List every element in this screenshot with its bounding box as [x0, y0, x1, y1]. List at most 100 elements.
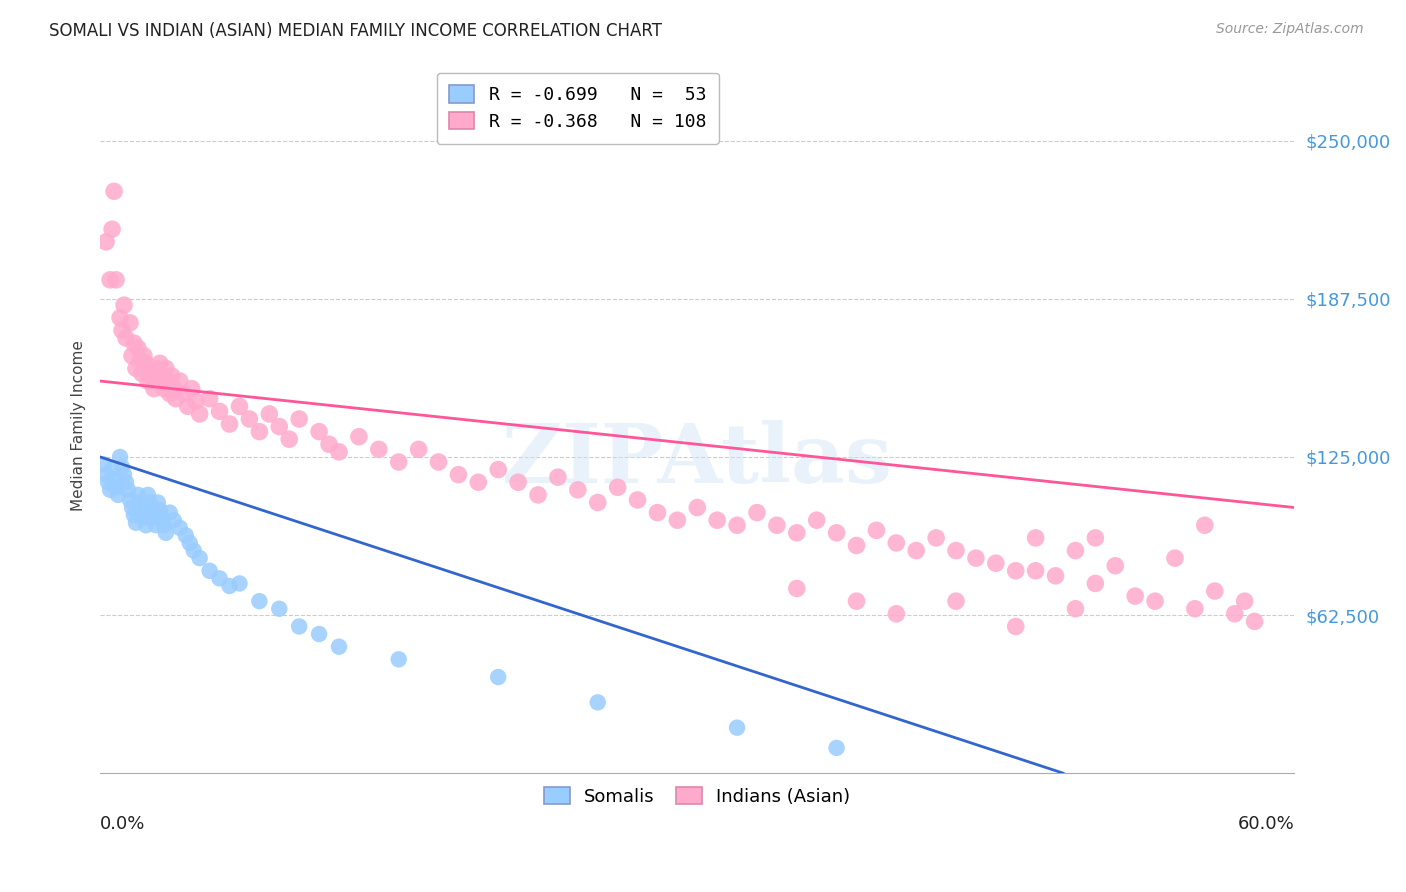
Point	[112, 298, 135, 312]
Point	[103, 473, 125, 487]
Point	[150, 510, 173, 524]
Point	[388, 652, 411, 666]
Point	[105, 480, 128, 494]
Point	[118, 316, 141, 330]
Point	[163, 382, 186, 396]
Point	[527, 488, 550, 502]
Point	[1164, 551, 1187, 566]
Point	[247, 594, 270, 608]
Point	[141, 369, 163, 384]
Point	[107, 488, 129, 502]
Point	[183, 543, 205, 558]
Point	[766, 518, 789, 533]
Point	[228, 576, 250, 591]
Point	[1064, 543, 1087, 558]
Point	[93, 458, 115, 472]
Point	[159, 386, 181, 401]
Point	[98, 273, 121, 287]
Point	[142, 510, 165, 524]
Point	[198, 392, 221, 406]
Point	[408, 442, 430, 457]
Point	[1064, 601, 1087, 615]
Point	[163, 513, 186, 527]
Point	[486, 462, 509, 476]
Point	[112, 467, 135, 482]
Text: SOMALI VS INDIAN (ASIAN) MEDIAN FAMILY INCOME CORRELATION CHART: SOMALI VS INDIAN (ASIAN) MEDIAN FAMILY I…	[49, 22, 662, 40]
Point	[142, 382, 165, 396]
Point	[118, 492, 141, 507]
Point	[97, 475, 120, 490]
Point	[269, 419, 291, 434]
Point	[103, 184, 125, 198]
Point	[108, 310, 131, 325]
Point	[135, 518, 157, 533]
Point	[725, 721, 748, 735]
Point	[188, 407, 211, 421]
Point	[127, 341, 149, 355]
Point	[1233, 594, 1256, 608]
Point	[129, 353, 152, 368]
Point	[1084, 576, 1107, 591]
Point	[745, 506, 768, 520]
Point	[1084, 531, 1107, 545]
Point	[179, 536, 201, 550]
Text: 0.0%: 0.0%	[100, 815, 145, 833]
Point	[288, 619, 311, 633]
Point	[94, 467, 117, 482]
Point	[806, 513, 828, 527]
Point	[101, 462, 124, 476]
Point	[845, 539, 868, 553]
Point	[278, 432, 301, 446]
Point	[925, 531, 948, 545]
Point	[388, 455, 411, 469]
Point	[586, 495, 609, 509]
Point	[1123, 589, 1146, 603]
Point	[1004, 619, 1026, 633]
Point	[188, 551, 211, 566]
Point	[647, 506, 669, 520]
Point	[945, 543, 967, 558]
Point	[606, 480, 628, 494]
Point	[98, 483, 121, 497]
Point	[318, 437, 340, 451]
Point	[228, 400, 250, 414]
Point	[115, 475, 138, 490]
Point	[145, 361, 167, 376]
Point	[155, 361, 177, 376]
Point	[308, 627, 330, 641]
Point	[94, 235, 117, 249]
Point	[328, 640, 350, 654]
Point	[259, 407, 281, 421]
Point	[117, 483, 139, 497]
Point	[725, 518, 748, 533]
Point	[111, 460, 134, 475]
Point	[347, 430, 370, 444]
Point	[1045, 569, 1067, 583]
Point	[1184, 601, 1206, 615]
Point	[169, 374, 191, 388]
Point	[1025, 531, 1047, 545]
Point	[115, 331, 138, 345]
Point	[984, 556, 1007, 570]
Point	[122, 336, 145, 351]
Point	[180, 382, 202, 396]
Point	[174, 528, 197, 542]
Point	[208, 404, 231, 418]
Point	[121, 349, 143, 363]
Point	[132, 510, 155, 524]
Point	[467, 475, 489, 490]
Point	[486, 670, 509, 684]
Text: Source: ZipAtlas.com: Source: ZipAtlas.com	[1216, 22, 1364, 37]
Point	[547, 470, 569, 484]
Point	[208, 571, 231, 585]
Point	[105, 273, 128, 287]
Point	[905, 543, 928, 558]
Point	[145, 518, 167, 533]
Point	[150, 369, 173, 384]
Point	[447, 467, 470, 482]
Point	[165, 392, 187, 406]
Point	[1223, 607, 1246, 621]
Point	[666, 513, 689, 527]
Point	[129, 495, 152, 509]
Point	[111, 323, 134, 337]
